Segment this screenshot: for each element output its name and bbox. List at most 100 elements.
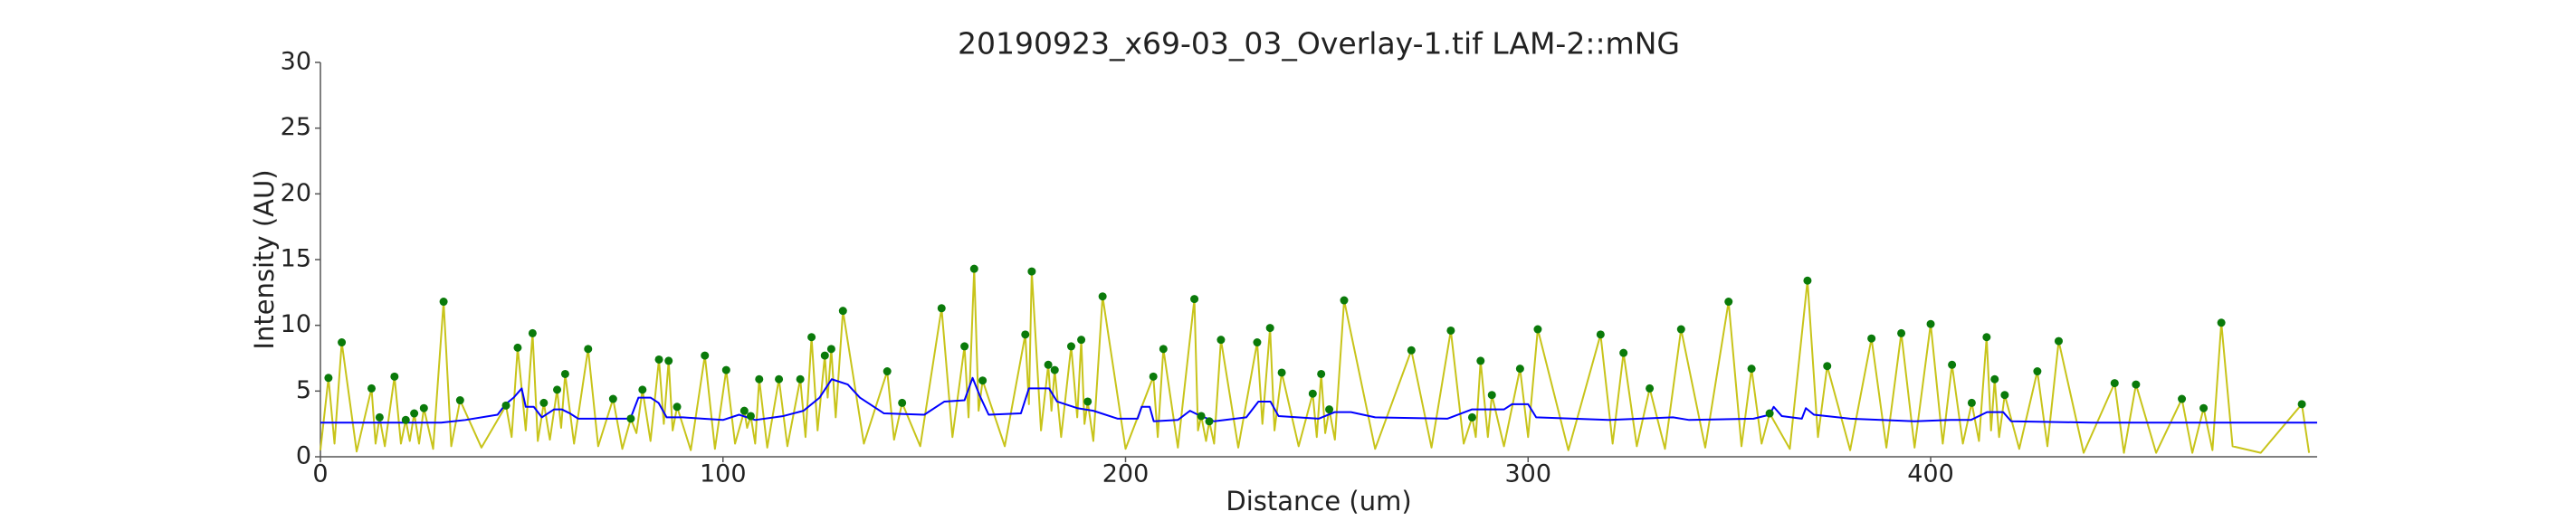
peak-marker xyxy=(2297,400,2306,409)
peak-marker xyxy=(419,403,428,412)
peak-marker xyxy=(410,409,419,418)
peak-marker xyxy=(560,369,569,378)
chart-title: 20190923_x69-03_03_Overlay-1.tif LAM-2::… xyxy=(958,26,1680,62)
peak-marker xyxy=(796,374,805,384)
peak-marker xyxy=(664,356,673,365)
peak-marker xyxy=(1253,338,1262,347)
peak-marker xyxy=(324,374,333,383)
peak-marker xyxy=(701,351,710,360)
peak-marker xyxy=(401,415,410,424)
peak-marker xyxy=(1083,397,1092,406)
peak-marker xyxy=(1050,365,1059,374)
peak-marker xyxy=(553,385,562,394)
y-axis-label: Intensity (AU) xyxy=(249,169,280,349)
peak-marker xyxy=(1066,342,1075,351)
y-tick-label: 30 xyxy=(281,48,311,76)
peak-marker xyxy=(826,345,835,354)
peak-marker xyxy=(1159,345,1168,354)
peak-marker xyxy=(439,298,448,307)
peak-marker xyxy=(807,333,816,342)
peak-marker xyxy=(539,398,549,407)
peak-marker xyxy=(2178,394,2187,403)
peak-marker xyxy=(1487,391,1496,400)
peak-marker xyxy=(1467,412,1476,422)
peak-marker xyxy=(739,406,749,415)
peak-marker xyxy=(1340,296,1349,305)
peak-marker xyxy=(638,385,647,394)
peak-marker xyxy=(937,304,946,313)
y-tick-label: 5 xyxy=(296,376,311,404)
peak-marker xyxy=(1897,328,1906,337)
peak-marker xyxy=(978,376,987,385)
peak-marker xyxy=(883,367,892,376)
peak-marker xyxy=(375,412,384,422)
peak-marker xyxy=(1190,295,1199,304)
peak-marker xyxy=(1747,365,1756,374)
peak-marker xyxy=(2000,391,2009,400)
peak-marker xyxy=(513,343,522,352)
peak-marker xyxy=(1926,319,1935,328)
peak-marker xyxy=(626,414,635,423)
peak-marker xyxy=(1044,360,1053,369)
peak-marker xyxy=(528,328,537,337)
y-tick-label: 15 xyxy=(281,245,311,273)
peak-marker xyxy=(673,403,682,412)
x-tick-label: 100 xyxy=(700,460,747,488)
peak-marker xyxy=(2110,379,2119,388)
peak-marker xyxy=(584,345,593,354)
y-tick-label: 20 xyxy=(281,179,311,207)
peak-marker xyxy=(1021,330,1030,339)
peak-marker xyxy=(1724,298,1733,307)
peak-marker xyxy=(1317,369,1326,378)
peak-marker xyxy=(2199,403,2209,412)
peak-marker xyxy=(755,374,764,384)
peak-marker xyxy=(775,374,784,384)
peak-marker xyxy=(721,365,730,374)
peak-marker xyxy=(1765,409,1774,418)
peak-marker xyxy=(838,307,847,316)
peak-marker xyxy=(1277,368,1286,377)
peak-marker xyxy=(1197,412,1206,421)
peak-marker xyxy=(1967,398,1976,407)
peak-marker xyxy=(1515,365,1524,374)
peak-marker xyxy=(367,384,376,393)
peak-marker xyxy=(2217,318,2226,327)
peak-marker xyxy=(1982,333,1991,342)
peak-marker xyxy=(608,394,617,403)
peak-marker xyxy=(1619,348,1628,357)
peak-marker xyxy=(1027,267,1036,276)
peak-marker xyxy=(1325,405,1334,414)
peak-marker xyxy=(2033,367,2042,376)
peak-marker xyxy=(1308,389,1317,398)
peak-marker xyxy=(1149,372,1158,381)
peak-marker xyxy=(501,401,510,410)
peak-marker xyxy=(2132,380,2141,389)
peak-marker xyxy=(820,351,829,360)
y-tick-label: 10 xyxy=(281,310,311,338)
peak-marker xyxy=(969,264,978,273)
x-tick-label: 200 xyxy=(1102,460,1150,488)
peak-marker xyxy=(1446,326,1455,335)
peak-marker xyxy=(455,396,464,405)
peak-marker xyxy=(1407,346,1416,355)
intensity-line xyxy=(320,268,2311,454)
peak-marker xyxy=(2054,336,2063,346)
peak-marker xyxy=(898,398,907,407)
y-tick-label: 25 xyxy=(281,113,311,141)
peak-marker xyxy=(1867,334,1876,343)
peak-marker xyxy=(654,355,663,364)
peak-marker xyxy=(1646,384,1655,393)
x-axis-label: Distance (um) xyxy=(1226,486,1411,516)
peak-marker xyxy=(1216,336,1226,345)
peak-marker xyxy=(746,412,755,421)
x-tick-label: 300 xyxy=(1505,460,1552,488)
peak-marker xyxy=(1948,360,1957,369)
intensity-line xyxy=(320,376,2317,424)
peak-marker xyxy=(1676,325,1685,334)
x-tick-label: 400 xyxy=(1907,460,1954,488)
peak-marker xyxy=(1098,292,1107,301)
peak-marker xyxy=(1476,356,1485,365)
peak-marker xyxy=(390,372,399,381)
